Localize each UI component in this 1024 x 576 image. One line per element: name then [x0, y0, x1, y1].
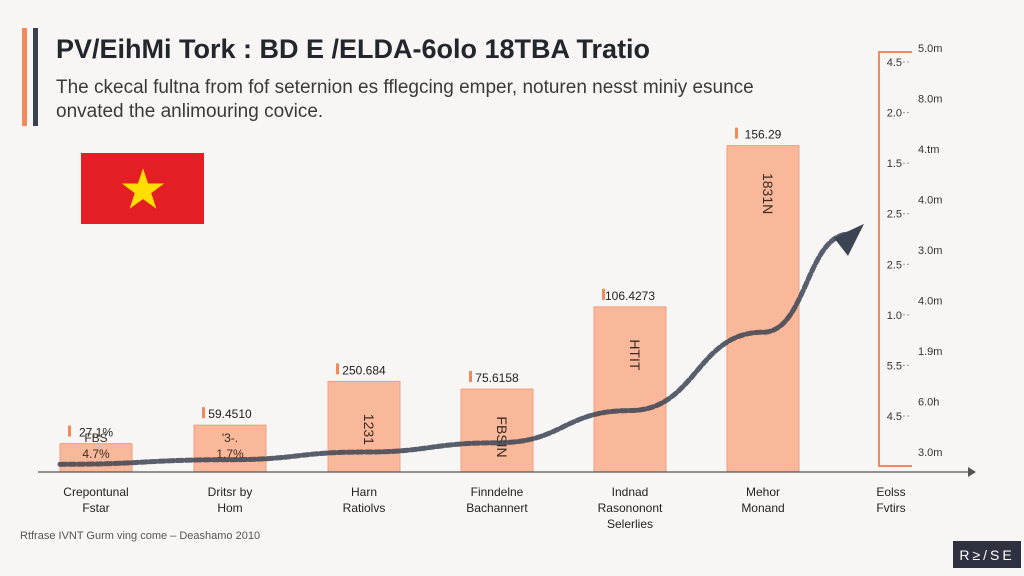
bar-inner-label-2-0: 1231 [361, 414, 377, 445]
category-label-line: Fvtirs [876, 501, 906, 515]
category-label-line: Monand [741, 501, 785, 515]
bar-value-marker-3 [469, 371, 472, 383]
title-accent-bar-orange [22, 28, 27, 126]
bar-value-label-1: 59.4510 [208, 407, 252, 421]
category-label-5: Mehor Monand [698, 484, 828, 516]
trend-arrow-icon [834, 223, 864, 256]
bar-value-label-0: 27.1% [79, 426, 113, 440]
bar-0[interactable] [59, 443, 133, 473]
category-label-line: Finndelne [470, 485, 524, 499]
bars-layer: 27.1%FBS4.7%59.4510'3-.1.7%250.684123175… [59, 127, 800, 473]
chart-subtitle: The ckecal fultna from fof seternion es … [56, 77, 754, 122]
bar-inner-label-0-0: FBS [84, 431, 107, 445]
bar-3[interactable] [460, 388, 534, 473]
bar-value-label-2: 250.684 [342, 363, 386, 377]
bar-value-marker-4 [602, 288, 605, 300]
right-axis-inner-tick-0: 4.5 [887, 57, 902, 69]
right-axis-outer-tick-6: 1.9m [918, 346, 942, 358]
bar-inner-label-5-0: 1831N [760, 173, 776, 214]
category-label-3: Finndelne Bachannert [432, 484, 562, 516]
category-label-0: Crepontunal Fstar [31, 484, 161, 516]
bar-value-marker-5 [735, 127, 738, 139]
category-label-line: Mehor [745, 485, 780, 499]
bar-inner-label-0-1: 4.7% [82, 447, 110, 461]
category-label-line: Crepontunal [63, 485, 129, 499]
right-axis-bracket [878, 51, 912, 467]
category-label-line: Fstar [82, 501, 110, 515]
title-accent-bar-dark [33, 28, 38, 126]
category-label-1: Dritsr by Hom [165, 484, 295, 516]
bar-4[interactable] [593, 306, 667, 473]
flag-star-icon [121, 167, 164, 209]
vietnam-flag-icon [81, 153, 204, 224]
right-axis-inner-tick-5: 1.0 [887, 310, 902, 322]
trend-layer [57, 223, 864, 467]
category-label-line: Ratiolvs [342, 501, 386, 515]
bar-value-label-4: 106.4273 [605, 289, 655, 303]
bar-value-marker-1 [202, 407, 205, 419]
category-label-line: Indnad [611, 485, 649, 499]
right-axis-outer-tick-1: 8.0m [918, 94, 942, 106]
category-label-4: Indnad Rasononont Selerlies [565, 484, 695, 532]
bar-inner-label-1-0: '3-. [222, 431, 238, 445]
right-axis-outer-tick-3: 4.0m [918, 195, 942, 207]
bar-inner-label-3-0: FBSIN [494, 416, 510, 457]
category-label-6: Eolss Fvtirs [826, 484, 956, 516]
right-axis-inner-tick-4: 2.5 [887, 259, 902, 271]
category-label-2: Harn Ratiolvs [299, 484, 429, 516]
bar-value-marker-0 [68, 425, 71, 437]
trend-line [57, 231, 853, 467]
right-axis-outer-tick-7: 6.0h [918, 397, 939, 409]
x-axis-arrow-icon [968, 467, 976, 477]
category-label-line: Rasononont [597, 501, 663, 515]
source-note: Rtfrase IVNT Gurm ving come – Deashamo 2… [20, 530, 261, 542]
right-axis-outer-tick-5: 4.0m [918, 296, 942, 308]
bar-5[interactable] [726, 145, 800, 473]
category-label-line: Hom [217, 501, 243, 515]
right-axis-outer-tick-0: 5.0m [918, 43, 942, 55]
right-axis-inner-tick-7: 4.5 [887, 411, 902, 423]
brand-logo[interactable]: R≥/SE [953, 541, 1021, 568]
right-axis-inner-tick-3: 2.5 [887, 209, 902, 221]
category-label-line: Harn [350, 485, 377, 499]
category-label-line: Dritsr by [207, 485, 253, 499]
right-axis-inner-tick-2: 1.5 [887, 158, 902, 170]
chart-title: PV/EihMi Tork : BD E /ELDA-6olo 18TBA Tr… [56, 34, 651, 64]
bar-value-marker-2 [336, 363, 339, 375]
bar-2[interactable] [327, 380, 401, 473]
right-axis-outer-tick-4: 3.0m [918, 245, 942, 257]
axis-layer: 4.5 2.0 1.5 2.5 2.5 1.0 5.5 4.5 5.0m 8.0m 4.tm 4.0m… [38, 43, 976, 477]
bar-inner-label-4-0: HTIT [627, 339, 643, 371]
right-axis-inner-tick-6: 5.5 [887, 360, 902, 372]
right-axis-outer-tick-2: 4.tm [918, 144, 939, 156]
bar-1[interactable] [193, 424, 267, 473]
category-label-line: Eolss [876, 485, 906, 499]
category-label-line: Selerlies [606, 517, 654, 531]
category-label-line: Bachannert [466, 501, 528, 515]
bar-value-label-3: 75.6158 [475, 371, 519, 385]
right-axis-outer-tick-8: 3.0m [918, 447, 942, 459]
right-axis-inner-tick-1: 2.0 [887, 108, 902, 120]
bar-value-label-5: 156.29 [745, 128, 782, 142]
